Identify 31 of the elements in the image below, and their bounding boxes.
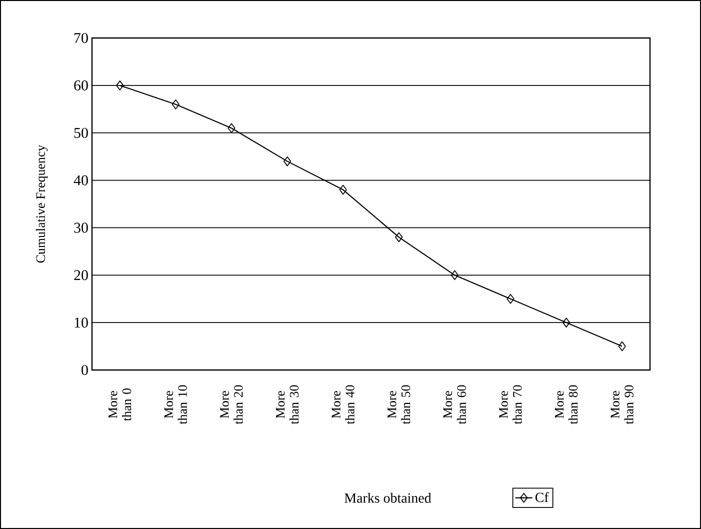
point [339, 184, 347, 195]
y-tick-label: 50 [74, 128, 88, 138]
point [618, 341, 626, 352]
y-tick-label: 10 [74, 318, 88, 328]
x-tick-label: More than 90 [610, 385, 634, 424]
point [562, 318, 570, 328]
point [116, 80, 124, 90]
x-tick-label: More than 10 [164, 385, 187, 424]
point [172, 99, 180, 110]
y-tick-label: 30 [74, 222, 88, 233]
y-tick-label: 40 [74, 175, 88, 186]
y-tick-label: 0 [82, 364, 88, 376]
point [228, 123, 236, 134]
x-tick-label: More than 40 [332, 385, 354, 424]
point [395, 232, 403, 242]
x-axis-title: Marks obtained [344, 492, 432, 503]
x-tick-label: More than 20 [220, 385, 243, 424]
x-tick-label: More than 50 [388, 385, 410, 424]
y-axis-title: Cumulative Frequency [36, 144, 48, 263]
point [283, 156, 292, 166]
point [506, 294, 514, 304]
y-tick-label: 70 [74, 32, 88, 44]
x-tick-label: More than 70 [499, 385, 522, 424]
y-tick-label: 20 [74, 270, 88, 280]
y-tick-label: 60 [74, 80, 88, 90]
legend-label: Cf [535, 492, 549, 502]
x-tick-label: More than 30 [276, 385, 299, 424]
x-tick-label: More than 0 [108, 388, 132, 421]
x-tick-label: More than 80 [555, 385, 578, 424]
point [450, 270, 459, 280]
x-tick-label: More than 60 [443, 385, 466, 424]
